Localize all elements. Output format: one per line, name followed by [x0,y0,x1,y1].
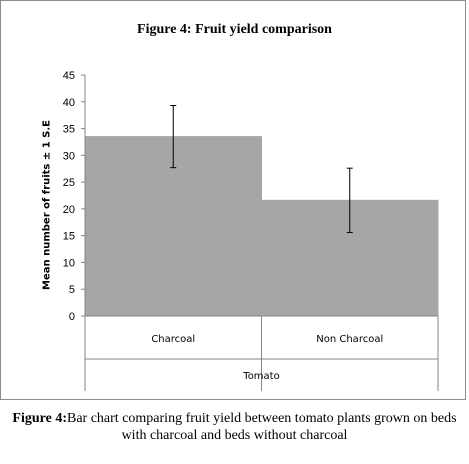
bar-chart: 0 5 10 15 20 25 30 35 40 45 Charcoal Non Charcoal To… [63,70,439,391]
y-tick-label: 5 [69,284,75,296]
x-tick-label: Non Charcoal [316,334,383,345]
caption-text: Bar chart comparing fruit yield between … [67,411,457,443]
x-tick-label: Charcoal [151,334,195,345]
y-tick-label: 0 [69,311,75,323]
figure-caption: Figure 4:Bar chart comparing fruit yield… [0,410,469,444]
y-tick-label: 30 [63,150,75,162]
y-tick-label: 35 [63,124,75,136]
y-tick-label: 10 [63,257,75,269]
caption-label: Figure 4: [12,411,67,426]
y-tick-label: 20 [63,204,75,216]
y-tick-label: 15 [63,231,75,243]
y-tick-label: 45 [63,70,75,82]
y-tick-label: 25 [63,177,75,189]
chart-title: Figure 4: Fruit yield comparison [137,22,332,37]
x-axis-label: Tomato [242,371,279,382]
y-tick-label: 40 [63,97,75,109]
